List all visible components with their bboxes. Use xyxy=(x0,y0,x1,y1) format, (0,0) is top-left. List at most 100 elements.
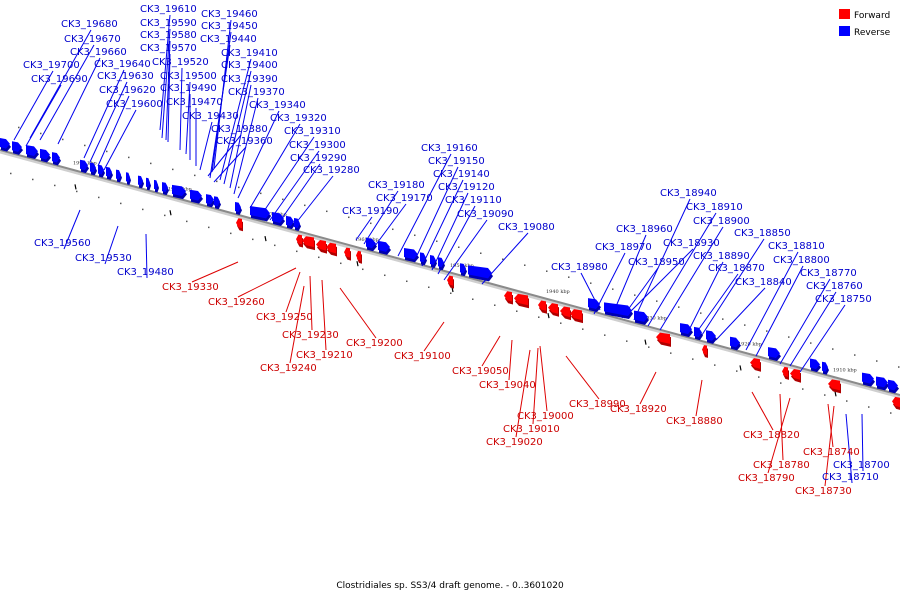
gene-arrow-reverse[interactable] xyxy=(250,206,270,219)
gene-arrow-reverse[interactable] xyxy=(468,265,492,279)
gene-arrow-reverse[interactable] xyxy=(862,372,874,384)
gene-label-ck3-18880[interactable]: CK3_18880 xyxy=(666,416,723,427)
gene-label-ck3-18920[interactable]: CK3_18920 xyxy=(610,404,667,415)
gene-label-ck3-19520[interactable]: CK3_19520 xyxy=(152,57,209,68)
gene-arrow-reverse[interactable] xyxy=(52,152,60,163)
gene-label-ck3-19280[interactable]: CK3_19280 xyxy=(303,165,360,176)
gene-label-ck3-18980[interactable]: CK3_18980 xyxy=(551,262,608,273)
gene-label-ck3-19000[interactable]: CK3_19000 xyxy=(517,411,574,422)
gene-arrow-forward[interactable] xyxy=(296,234,302,245)
gene-arrow-forward[interactable] xyxy=(447,275,453,286)
gene-label-ck3-19190[interactable]: CK3_19190 xyxy=(342,206,399,217)
gene-arrow-reverse[interactable] xyxy=(294,218,300,229)
gene-arrow-reverse[interactable] xyxy=(822,361,828,372)
gene-label-ck3-19300[interactable]: CK3_19300 xyxy=(289,140,346,151)
gene-label-ck3-18870[interactable]: CK3_18870 xyxy=(708,263,765,274)
gene-arrow-reverse[interactable] xyxy=(40,148,50,160)
gene-arrow-reverse[interactable] xyxy=(604,302,632,316)
gene-label-ck3-19570[interactable]: CK3_19570 xyxy=(140,43,197,54)
gene-label-ck3-19530[interactable]: CK3_19530 xyxy=(75,253,132,264)
gene-label-ck3-19040[interactable]: CK3_19040 xyxy=(479,380,536,391)
gene-label-ck3-19360[interactable]: CK3_19360 xyxy=(216,136,273,147)
gene-label-ck3-19470[interactable]: CK3_19470 xyxy=(166,97,223,108)
gene-label-ck3-18910[interactable]: CK3_18910 xyxy=(686,202,743,213)
gene-label-ck3-19450[interactable]: CK3_19450 xyxy=(201,21,258,32)
gene-label-ck3-18810[interactable]: CK3_18810 xyxy=(768,241,825,252)
gene-arrow-forward[interactable] xyxy=(302,236,314,248)
gene-label-ck3-19380[interactable]: CK3_19380 xyxy=(211,124,268,135)
gene-label-ck3-19010[interactable]: CK3_19010 xyxy=(503,424,560,435)
gene-label-ck3-19670[interactable]: CK3_19670 xyxy=(64,34,121,45)
gene-label-ck3-19490[interactable]: CK3_19490 xyxy=(160,83,217,94)
gene-arrow-reverse[interactable] xyxy=(420,252,426,263)
gene-label-ck3-18990[interactable]: CK3_18990 xyxy=(569,399,626,410)
gene-label-ck3-19590[interactable]: CK3_19590 xyxy=(140,18,197,29)
gene-arrow-forward[interactable] xyxy=(344,247,350,258)
gene-label-ck3-19620[interactable]: CK3_19620 xyxy=(99,85,156,96)
gene-label-ck3-19250[interactable]: CK3_19250 xyxy=(256,312,313,323)
gene-arrow-reverse[interactable] xyxy=(90,162,96,173)
gene-label-ck3-19200[interactable]: CK3_19200 xyxy=(346,338,403,349)
gene-arrow-reverse[interactable] xyxy=(116,169,121,180)
gene-label-ck3-19400[interactable]: CK3_19400 xyxy=(221,60,278,71)
gene-arrow-forward[interactable] xyxy=(356,250,361,261)
gene-arrow-reverse[interactable] xyxy=(272,212,284,224)
gene-arrow-reverse[interactable] xyxy=(80,159,88,171)
gene-arrow-reverse[interactable] xyxy=(680,323,692,335)
gene-arrow-reverse[interactable] xyxy=(286,215,294,227)
gene-arrow-reverse[interactable] xyxy=(634,310,648,322)
gene-label-ck3-18800[interactable]: CK3_18800 xyxy=(773,255,830,266)
gene-arrow-forward[interactable] xyxy=(326,242,336,254)
gene-label-ck3-19690[interactable]: CK3_19690 xyxy=(31,74,88,85)
gene-arrow-reverse[interactable] xyxy=(26,145,38,157)
gene-label-ck3-19140[interactable]: CK3_19140 xyxy=(433,169,490,180)
gene-arrow-reverse[interactable] xyxy=(430,255,436,266)
gene-label-ck3-19240[interactable]: CK3_19240 xyxy=(260,363,317,374)
gene-arrow-forward[interactable] xyxy=(570,309,582,321)
gene-label-ck3-18780[interactable]: CK3_18780 xyxy=(753,460,810,471)
gene-arrow-reverse[interactable] xyxy=(0,138,10,149)
gene-label-ck3-18850[interactable]: CK3_18850 xyxy=(734,228,791,239)
gene-label-ck3-18950[interactable]: CK3_18950 xyxy=(628,257,685,268)
gene-arrow-reverse[interactable] xyxy=(460,263,466,274)
gene-label-ck3-19460[interactable]: CK3_19460 xyxy=(201,9,258,20)
gene-label-ck3-19050[interactable]: CK3_19050 xyxy=(452,366,509,377)
gene-arrow-forward[interactable] xyxy=(828,379,840,391)
gene-label-ck3-19210[interactable]: CK3_19210 xyxy=(296,350,353,361)
gene-label-ck3-19310[interactable]: CK3_19310 xyxy=(284,126,341,137)
gene-arrow-reverse[interactable] xyxy=(706,330,716,341)
gene-arrow-reverse[interactable] xyxy=(138,175,143,186)
gene-label-ck3-19090[interactable]: CK3_19090 xyxy=(457,209,514,220)
gene-label-ck3-19560[interactable]: CK3_19560 xyxy=(34,238,91,249)
gene-arrow-forward[interactable] xyxy=(560,306,570,318)
gene-arrow-forward[interactable] xyxy=(538,300,546,311)
gene-label-ck3-19610[interactable]: CK3_19610 xyxy=(140,4,197,15)
gene-label-ck3-19500[interactable]: CK3_19500 xyxy=(160,71,217,82)
gene-arrow-reverse[interactable] xyxy=(235,201,241,212)
gene-label-ck3-18760[interactable]: CK3_18760 xyxy=(806,281,863,292)
gene-arrow-forward[interactable] xyxy=(236,218,242,229)
gene-arrow-forward[interactable] xyxy=(750,358,760,369)
gene-arrow-reverse[interactable] xyxy=(154,179,158,190)
gene-label-ck3-19110[interactable]: CK3_19110 xyxy=(445,195,502,206)
gene-arrow-reverse[interactable] xyxy=(206,194,214,205)
gene-label-ck3-18890[interactable]: CK3_18890 xyxy=(693,251,750,262)
gene-label-ck3-19580[interactable]: CK3_19580 xyxy=(140,30,197,41)
gene-arrow-forward[interactable] xyxy=(702,345,707,355)
gene-label-ck3-19370[interactable]: CK3_19370 xyxy=(228,87,285,98)
gene-label-ck3-19170[interactable]: CK3_19170 xyxy=(376,193,433,204)
gene-label-ck3-18930[interactable]: CK3_18930 xyxy=(663,238,720,249)
gene-arrow-reverse[interactable] xyxy=(98,164,104,175)
gene-label-ck3-19680[interactable]: CK3_19680 xyxy=(61,19,118,30)
gene-label-ck3-19160[interactable]: CK3_19160 xyxy=(421,143,478,154)
gene-label-ck3-19410[interactable]: CK3_19410 xyxy=(221,48,278,59)
gene-label-ck3-18900[interactable]: CK3_18900 xyxy=(693,216,750,227)
gene-label-ck3-19700[interactable]: CK3_19700 xyxy=(23,60,80,71)
gene-arrow-reverse[interactable] xyxy=(588,298,600,310)
gene-label-ck3-18940[interactable]: CK3_18940 xyxy=(660,188,717,199)
gene-label-ck3-19640[interactable]: CK3_19640 xyxy=(94,59,151,70)
gene-arrow-reverse[interactable] xyxy=(12,141,22,152)
gene-arrow-forward[interactable] xyxy=(548,303,558,314)
gene-arrow-forward[interactable] xyxy=(514,293,528,306)
gene-label-ck3-18840[interactable]: CK3_18840 xyxy=(735,277,792,288)
